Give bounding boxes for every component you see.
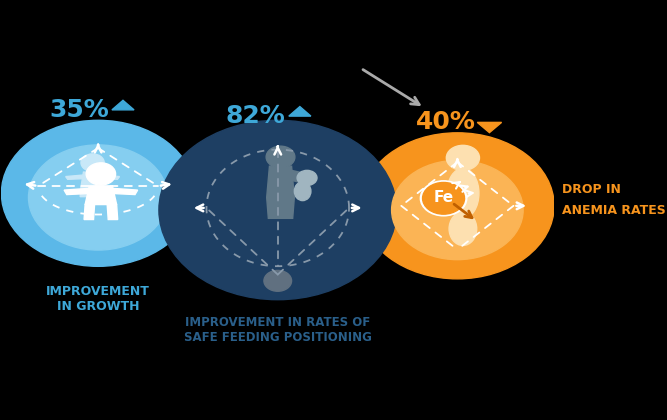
Ellipse shape bbox=[294, 182, 311, 201]
Circle shape bbox=[1, 120, 195, 266]
Circle shape bbox=[361, 133, 554, 279]
Circle shape bbox=[266, 146, 295, 168]
Text: ANEMIA RATES: ANEMIA RATES bbox=[562, 204, 666, 216]
Text: 40%: 40% bbox=[416, 110, 476, 134]
Circle shape bbox=[86, 163, 115, 185]
Polygon shape bbox=[97, 187, 105, 197]
Circle shape bbox=[29, 145, 168, 250]
Polygon shape bbox=[65, 175, 86, 179]
Polygon shape bbox=[107, 205, 117, 220]
Polygon shape bbox=[267, 197, 294, 218]
Polygon shape bbox=[109, 188, 137, 194]
Polygon shape bbox=[99, 175, 119, 179]
Ellipse shape bbox=[447, 168, 479, 218]
Text: Fe: Fe bbox=[434, 189, 454, 205]
Text: DROP IN: DROP IN bbox=[562, 183, 621, 196]
Text: IN GROWTH: IN GROWTH bbox=[57, 300, 139, 313]
Circle shape bbox=[81, 154, 104, 171]
Polygon shape bbox=[84, 205, 95, 220]
Text: 35%: 35% bbox=[49, 98, 109, 122]
Polygon shape bbox=[478, 122, 502, 133]
Text: SAFE FEEDING POSITIONING: SAFE FEEDING POSITIONING bbox=[184, 331, 372, 344]
Polygon shape bbox=[112, 100, 134, 110]
Polygon shape bbox=[81, 172, 104, 187]
Circle shape bbox=[446, 145, 480, 171]
Circle shape bbox=[264, 270, 291, 291]
Circle shape bbox=[420, 181, 467, 216]
Circle shape bbox=[392, 160, 523, 260]
Ellipse shape bbox=[449, 212, 477, 245]
Polygon shape bbox=[64, 188, 93, 194]
Polygon shape bbox=[85, 186, 117, 205]
Text: 82%: 82% bbox=[225, 104, 285, 128]
Circle shape bbox=[297, 171, 317, 185]
Circle shape bbox=[159, 120, 397, 300]
Polygon shape bbox=[288, 171, 313, 185]
Polygon shape bbox=[289, 107, 311, 116]
Text: IMPROVEMENT IN RATES OF: IMPROVEMENT IN RATES OF bbox=[185, 316, 370, 329]
Text: IMPROVEMENT: IMPROVEMENT bbox=[46, 285, 150, 298]
Polygon shape bbox=[80, 187, 89, 197]
Polygon shape bbox=[267, 166, 294, 197]
Circle shape bbox=[423, 182, 465, 214]
